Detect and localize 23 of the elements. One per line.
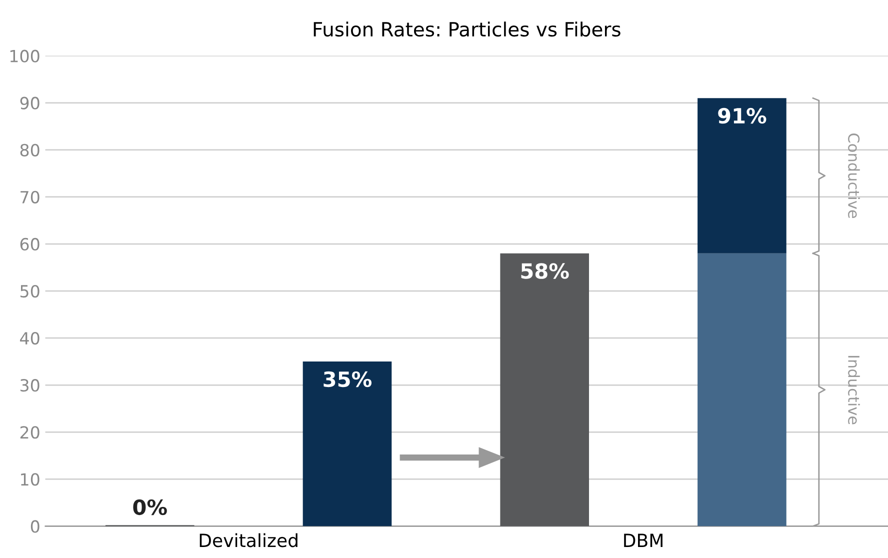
bar <box>698 98 786 254</box>
annotation: Inductive <box>848 356 860 424</box>
y-tick-label: 80 <box>20 144 40 156</box>
bar <box>698 253 786 526</box>
total-label: 58% <box>521 263 569 279</box>
chart-title: Fusion Rates: Particles vs Fibers <box>314 22 620 37</box>
y-tick-label: 0 <box>30 520 40 533</box>
y-tick-label: 70 <box>20 190 40 204</box>
text: DBM <box>624 534 662 547</box>
y-tick-label: 90 <box>20 96 40 110</box>
y-tick-label: 20 <box>20 426 40 439</box>
bar <box>500 253 590 526</box>
annotation: Conductive <box>848 134 860 218</box>
y-tick-label: 50 <box>20 284 40 298</box>
total-label: 0% <box>133 499 167 516</box>
total-label: 91% <box>718 108 766 124</box>
y-tick-label: 10 <box>21 473 40 486</box>
y-tick-label: 60 <box>20 238 40 251</box>
text: Devitalized <box>200 533 298 548</box>
total-label: 35% <box>324 371 372 388</box>
y-tick-label: 100 <box>10 50 40 62</box>
y-tick-label: 30 <box>20 379 40 392</box>
y-tick-label: 40 <box>20 332 40 345</box>
